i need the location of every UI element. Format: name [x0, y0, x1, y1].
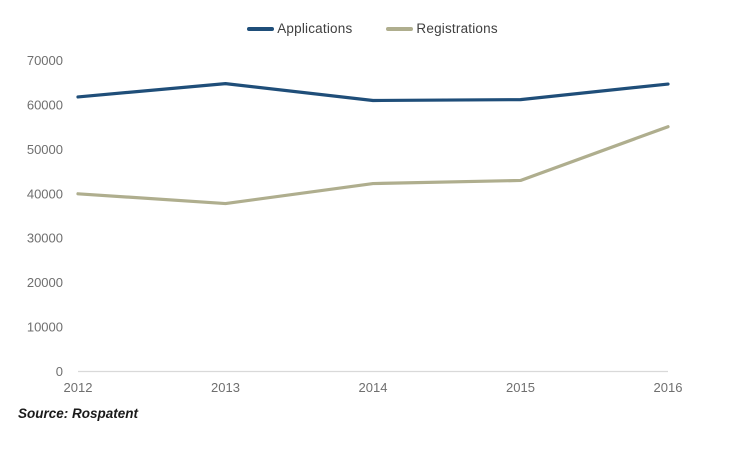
x-axis-tick-label: 2013: [211, 380, 240, 395]
y-axis-tick-label: 60000: [27, 97, 63, 112]
y-axis-tick-label: 70000: [27, 53, 63, 68]
applications-line-swatch: [247, 26, 275, 31]
legend-item-registrations: Registrations: [386, 21, 498, 36]
legend-label-registrations: Registrations: [416, 21, 498, 36]
x-axis-tick-label: 2014: [359, 380, 388, 395]
y-axis-tick-label: 30000: [27, 231, 63, 246]
registrations-series-line: [76, 125, 670, 206]
registrations-line-swatch: [386, 26, 414, 31]
y-axis-tick-label: 50000: [27, 142, 63, 157]
legend-label-applications: Applications: [277, 21, 353, 36]
x-axis-tick-label: 2015: [506, 380, 535, 395]
source-note: Source: Rospatent: [18, 406, 139, 421]
applications-series-line: [76, 82, 670, 103]
y-axis-tick-label: 10000: [27, 320, 63, 335]
x-axis-tick-label: 2012: [64, 380, 93, 395]
x-axis-tick-label: 2016: [654, 380, 683, 395]
y-axis-tick-label: 40000: [27, 186, 63, 201]
y-axis-tick-label: 20000: [27, 275, 63, 290]
legend-item-applications: Applications: [247, 21, 352, 36]
y-axis-tick-label: 0: [56, 364, 63, 379]
legend: Applications Registrations: [0, 21, 745, 36]
